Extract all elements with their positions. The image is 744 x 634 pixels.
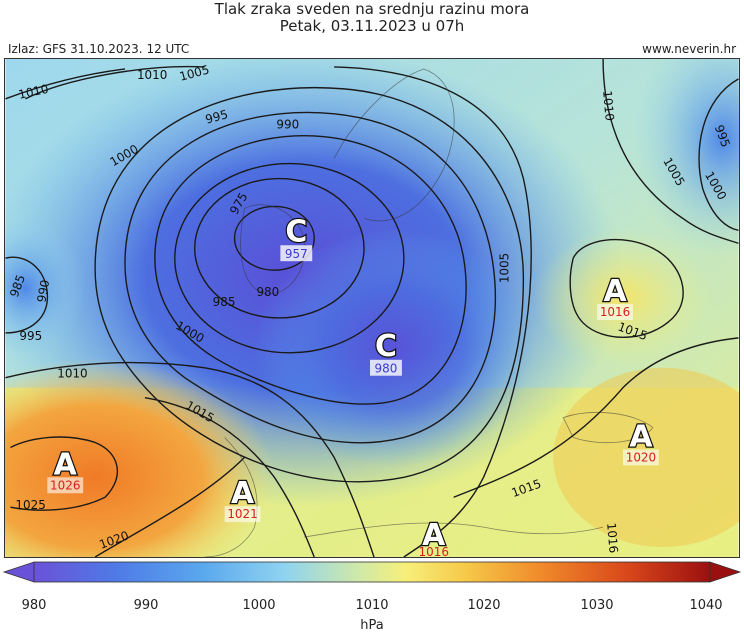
colorbar-tick-label: 1030 (580, 598, 613, 613)
high-pressure-value: 1016 (600, 305, 630, 319)
colorbar-unit: hPa (360, 618, 383, 633)
pressure-value-box (622, 449, 659, 466)
colorbar-tick-label: 990 (134, 598, 159, 613)
low-pressure-value: 957 (285, 247, 308, 261)
isobar-label: 1016 (604, 522, 621, 553)
high-pressure-value: 1016 (419, 545, 449, 558)
isobar-1010-north (5, 59, 739, 244)
pressure-map: C 957 C 980 A 1016 A 1020 A 1026 A 1021 (4, 58, 740, 558)
pressure-value-box (280, 245, 313, 262)
colorbar-gradient (33, 561, 711, 583)
low-symbol: C (285, 214, 307, 249)
isobar-995-ne (698, 78, 739, 231)
isobar-label: 995 (204, 107, 230, 126)
isobar-985 (174, 162, 405, 354)
colorbar-min-arrow (2, 561, 35, 583)
isobar-1020 (94, 456, 246, 557)
isobar-1015-east (569, 238, 684, 338)
isobar-985-nw (5, 256, 49, 334)
isobar-label: 1010 (17, 82, 50, 102)
isobar-990 (154, 135, 467, 405)
isobar-1005 (25, 65, 532, 557)
isobar-label: 995 (19, 329, 42, 343)
colorbar-max-arrow (709, 561, 742, 583)
pressure-centers: C 957 C 980 A 1016 A 1020 A 1026 A 1021 (47, 213, 659, 558)
high-center: A 1026 (47, 446, 84, 494)
coast-scandinavia (333, 68, 455, 222)
colorbar-tick-label: 980 (22, 598, 47, 613)
model-run-label: Izlaz: GFS 31.10.2023. 12 UTC (8, 42, 190, 56)
high-center: A 1016 (597, 273, 633, 320)
low-center: C 980 (370, 328, 402, 376)
isobar-label: 1010 (57, 367, 87, 381)
isobar-975 (233, 205, 315, 271)
low-symbol: C (375, 329, 397, 364)
high-pressure-value: 1020 (626, 450, 656, 464)
isobar-995 (124, 111, 497, 444)
high-symbol: A (54, 447, 77, 482)
isobar-label: 990 (34, 279, 52, 304)
isobar-980 (194, 177, 365, 319)
high-pressure-value: 1021 (227, 507, 257, 521)
high-center: A 1020 (622, 418, 659, 466)
forecast-date: Petak, 03.11.2023 u 07h (279, 17, 465, 35)
isobar-label: 985 (213, 295, 236, 309)
high-symbol: A (629, 419, 652, 454)
ne-low-field (632, 59, 739, 259)
isobar-1000 (94, 87, 525, 483)
pressure-value-box (597, 304, 633, 320)
pressure-value-box (47, 477, 84, 494)
isobar-label: 1010 (137, 68, 167, 82)
isobar-label: 980 (256, 285, 279, 299)
coast-british-isles (240, 204, 306, 294)
isobar-1010-west (5, 361, 375, 557)
coastlines (204, 68, 654, 557)
central-low-field (254, 228, 534, 468)
map-title: Tlak zraka sveden na srednju razinu mora (214, 0, 530, 18)
high-symbol: A (422, 518, 445, 553)
isobar-lines (5, 59, 739, 557)
isobar-label: 990 (276, 118, 299, 132)
colorbar: 980 990 1000 1010 1020 1030 1040 hPa (2, 561, 742, 633)
isobar-label: 1005 (497, 253, 511, 283)
isobar-1015 (144, 337, 739, 557)
high-center: A 1016 (419, 517, 449, 558)
coast-iberia (204, 437, 258, 557)
low-center: C 957 (280, 213, 313, 262)
east-high-field (533, 228, 713, 368)
high-pressure-value: 1026 (50, 478, 80, 492)
low-pressure-value: 980 (375, 362, 398, 376)
high-symbol: A (603, 274, 626, 309)
colorbar-ticks: 980 990 1000 1010 1020 1030 1040 (22, 598, 723, 613)
pressure-value-box (370, 359, 402, 376)
coast-mediterranean (304, 522, 604, 538)
isobar-1025 (10, 436, 119, 511)
high-symbol: A (231, 476, 254, 511)
pressure-value-box (224, 506, 261, 523)
isobar-label: 1010 (600, 90, 617, 121)
colorbar-tick-label: 1010 (355, 598, 388, 613)
colorbar-tick-label: 1000 (242, 598, 275, 613)
website-label: www.neverin.hr (642, 42, 736, 56)
isobar-label: 1025 (15, 498, 45, 512)
high-center: A 1021 (224, 475, 261, 523)
colorbar-tick-label: 1040 (689, 598, 722, 613)
nw-low-field (5, 218, 86, 358)
colorbar-tick-label: 1020 (467, 598, 500, 613)
coast-black-sea (562, 412, 654, 443)
